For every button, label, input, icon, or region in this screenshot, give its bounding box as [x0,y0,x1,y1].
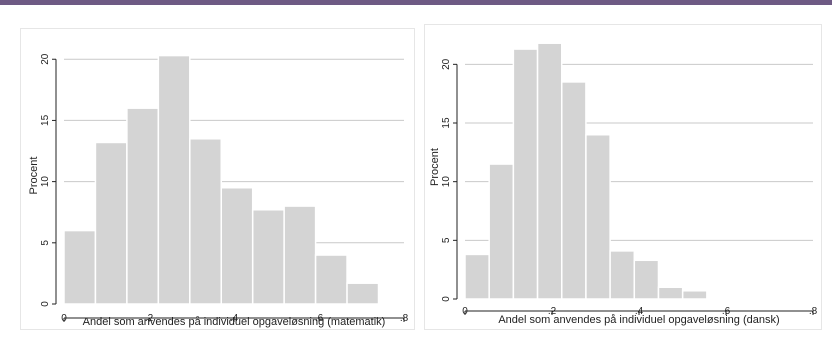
y-tick-label-1: 5 [441,237,452,243]
histogram-bar-8 [314,254,348,305]
y-tick-label-4: 20 [441,58,452,70]
x-tick-label-4: .8 [400,313,409,324]
x-tick-label-3: .6 [315,313,324,324]
histogram-bar-0 [464,253,490,300]
histogram-matematik: 0 5 10 15 20 Procent 0 .2 .4 .6 .8 Andel som anvend… [28,53,409,328]
y-tick-label-1: 5 [40,240,51,246]
x-tick-label-4: .8 [809,306,818,317]
x-tick-label-0: 0 [61,313,67,324]
y-tick-label-2: 10 [441,176,452,188]
histogram-dansk: 0 5 10 15 20 Procent 0 .2 .4 .6 .8 Andel som anvend… [429,42,818,326]
chart-panel-left: 0 5 10 15 20 Procent 0 .2 .4 .6 .8 Andel som anvend… [20,28,415,330]
y-tick-label-0: 0 [441,296,452,302]
y-tick-label-3: 15 [40,114,51,126]
histogram-bar-3 [536,42,563,300]
histogram-bar-7 [633,259,660,300]
y-tick-label-2: 10 [40,176,51,188]
histogram-bar-6 [251,209,285,305]
histogram-bar-9 [681,290,708,300]
histogram-bar-0 [63,229,97,305]
y-tick-label-3: 15 [441,117,452,129]
x-tick-label-1: .2 [145,313,154,324]
x-axis-label: Andel som anvendes på individuel opgavel… [498,314,779,326]
y-axis-label: Procent [28,157,40,195]
y-axis-label: Procent [429,148,441,186]
histogram-bar-9 [346,282,380,305]
histogram-bar-5 [220,186,254,305]
x-tick-label-2: .4 [635,306,644,317]
histogram-bar-2 [126,107,160,305]
x-axis-label: Andel som anvendes på individuel opgavel… [83,316,386,328]
histogram-bar-8 [657,286,684,300]
histogram-bar-7 [283,205,317,305]
histogram-bar-1 [94,141,128,305]
x-tick-label-0: 0 [462,306,468,317]
top-accent-bar [0,0,832,5]
histogram-bar-5 [585,133,611,300]
histogram-bar-6 [609,250,636,300]
histogram-bar-1 [488,163,515,300]
x-tick-label-1: .2 [548,306,557,317]
y-tick-label-4: 20 [40,53,51,65]
histogram-bar-4 [560,81,587,300]
histogram-bar-3 [157,54,191,305]
x-tick-label-3: .6 [722,306,731,317]
y-tick-label-0: 0 [40,301,51,307]
chart-panel-right: 0 5 10 15 20 Procent 0 .2 .4 .6 .8 Andel som anvend… [424,24,822,330]
histogram-bar-4 [189,138,223,305]
x-tick-label-2: .4 [230,313,239,324]
histogram-bar-2 [512,48,539,300]
